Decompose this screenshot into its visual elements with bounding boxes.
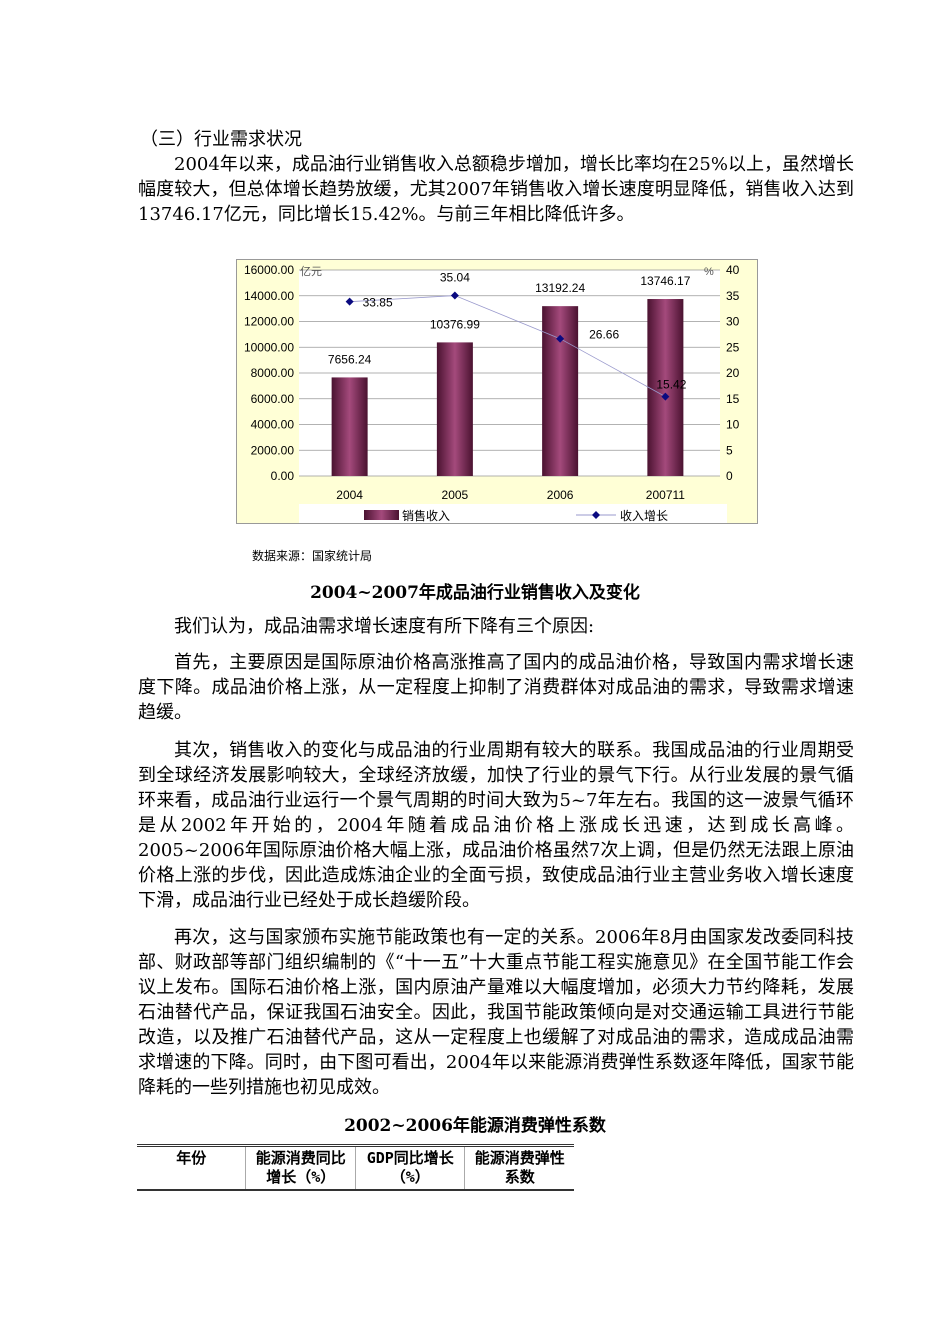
growth-marker <box>450 291 459 300</box>
legend-bar-swatch <box>364 510 399 520</box>
x-tick-label: 2006 <box>547 488 574 502</box>
paragraph-intro: 2004年以来，成品油行业销售收入总额稳步增加，增长比率均在25%以上，虽然增长… <box>138 154 854 225</box>
growth-value-label: 35.04 <box>440 271 470 285</box>
paragraph-third: 再次，这与国家颁布实施节能政策也有一定的关系。2006年8月由国家发改委同科技部… <box>138 927 854 1098</box>
sales-revenue-chart: 0.00 2000.00 4000.00 6000.00 8000.00 10000.00… <box>236 259 758 524</box>
chart-caption: 2004~2007年成品油行业销售收入及变化 <box>310 583 640 603</box>
growth-marker <box>556 334 565 343</box>
y-left-tick-label: 12000.00 <box>244 315 294 329</box>
y-right-tick-label: 15 <box>726 392 740 406</box>
y-left-tick-label: 2000.00 <box>251 443 295 457</box>
bar-200711 <box>647 299 684 476</box>
bar-value-label: 13192.24 <box>535 281 585 295</box>
y-right-tick-label: 40 <box>726 263 740 277</box>
y-left-tick-label: 16000.00 <box>244 263 294 277</box>
growth-value-label: 26.66 <box>589 328 619 342</box>
legend-box <box>299 504 727 523</box>
data-source: 数据来源：国家统计局 <box>252 549 373 563</box>
growth-value-label: 33.85 <box>363 296 393 310</box>
y-right-tick-label: 35 <box>726 289 740 303</box>
growth-line <box>349 295 666 397</box>
bar-value-label: 13746.17 <box>640 274 690 288</box>
growth-marker <box>345 297 354 306</box>
bar-2006 <box>542 306 579 476</box>
y-right-tick-label: 5 <box>726 443 733 457</box>
paragraph-second: 其次，销售收入的变化与成品油的行业周期有较大的联系。我国成品油的行业周期受到全球… <box>138 740 854 911</box>
bar-value-label: 10376.99 <box>430 317 480 331</box>
y-right-tick-label: 0 <box>726 469 733 483</box>
bar-2005 <box>436 342 473 476</box>
x-tick-label: 2005 <box>442 488 469 502</box>
x-tick-label: 200711 <box>646 488 685 502</box>
section-title: （三）行业需求状况 <box>140 129 302 150</box>
y-right-tick-label: 10 <box>726 418 740 432</box>
growth-marker <box>661 392 670 401</box>
y-left-tick-label: 10000.00 <box>244 340 294 354</box>
y-right-tick-label: 30 <box>726 315 740 329</box>
header-energy-growth: 能源消费同比增长（%） <box>245 1145 356 1190</box>
y-left-tick-label: 6000.00 <box>251 392 295 406</box>
bar-value-label: 7656.24 <box>328 352 372 366</box>
y-left-tick-label: 0.00 <box>271 469 295 483</box>
y-right-unit: % <box>704 266 714 278</box>
paragraph-reasons: 我们认为，成品油需求增长速度有所下降有三个原因: <box>174 616 595 637</box>
table-title: 2002~2006年能源消费弹性系数 <box>344 1116 606 1136</box>
header-gdp-growth: GDP同比增长（%） <box>354 1145 465 1190</box>
y-right-tick-label: 20 <box>726 366 740 380</box>
legend-bar-label: 销售收入 <box>402 508 450 523</box>
bar-2004 <box>331 377 368 476</box>
paragraph-first: 首先，主要原因是国际原油价格高涨推高了国内的成品油价格，导致国内需求增长速度下降… <box>138 652 854 723</box>
legend-line-marker <box>592 511 600 519</box>
y-left-unit: 亿元 <box>300 265 322 278</box>
x-tick-label: 2004 <box>336 488 363 502</box>
energy-elasticity-table: 年份 能源消费同比增长（%） GDP同比增长（%） 能源消费弹性系数 <box>137 1144 574 1191</box>
growth-value-label: 15.42 <box>656 378 686 392</box>
table-header-row: 年份 能源消费同比增长（%） GDP同比增长（%） 能源消费弹性系数 <box>137 1145 574 1190</box>
y-left-tick-label: 4000.00 <box>251 418 295 432</box>
y-left-tick-label: 8000.00 <box>251 366 295 380</box>
legend-line-label: 收入增长 <box>620 509 668 523</box>
y-right-tick-label: 25 <box>726 340 740 354</box>
header-year: 年份 <box>176 1149 207 1167</box>
y-left-tick-label: 14000.00 <box>244 289 294 303</box>
header-elasticity: 能源消费弹性系数 <box>464 1145 574 1190</box>
